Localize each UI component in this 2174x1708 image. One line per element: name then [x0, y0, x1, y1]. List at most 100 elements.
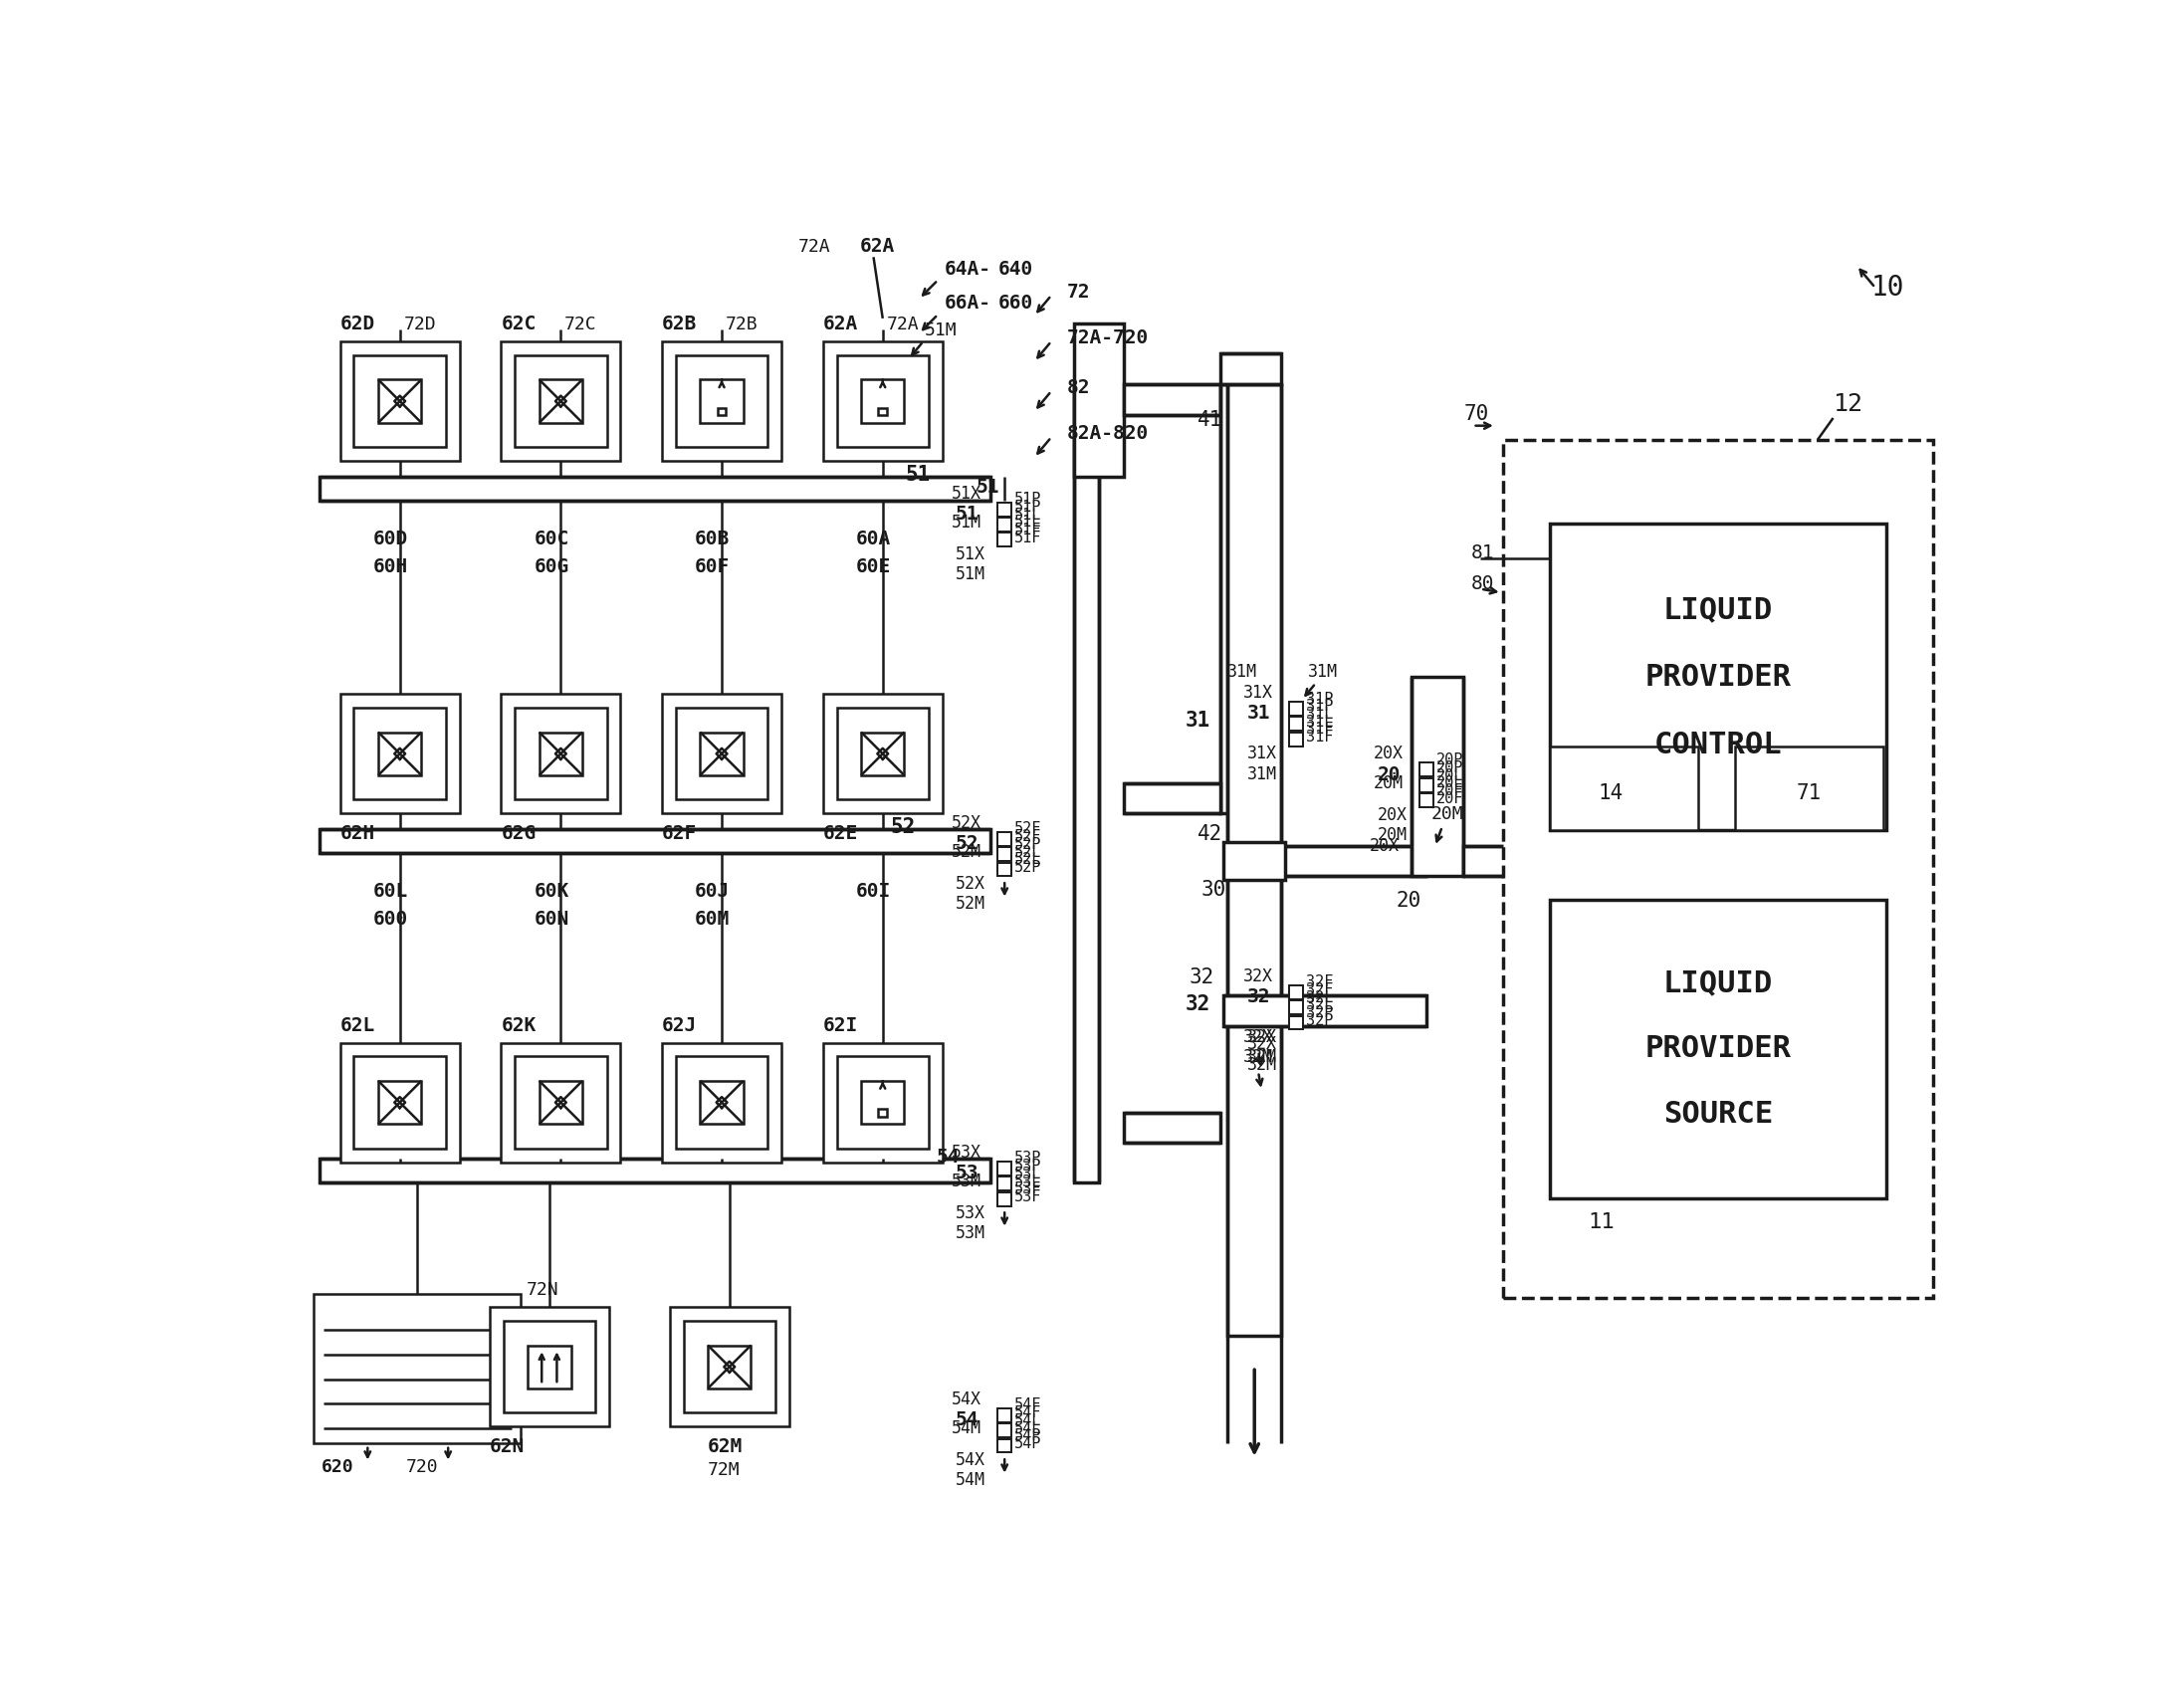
Text: 52X: 52X [957, 874, 985, 893]
Bar [700, 733, 744, 775]
Text: 54L: 54L [1015, 1421, 1041, 1436]
Text: 53F: 53F [1015, 1189, 1041, 1204]
Text: PROVIDER: PROVIDER [1646, 1035, 1791, 1062]
Text: 54P: 54P [1015, 1428, 1041, 1443]
Text: 60J: 60J [696, 881, 730, 900]
Text: 51M: 51M [957, 565, 985, 584]
Bar [1735, 746, 1883, 830]
Bar [500, 342, 620, 461]
Bar [998, 1161, 1011, 1175]
Bar [837, 355, 928, 447]
Text: 51L: 51L [1015, 516, 1041, 529]
Bar [661, 342, 780, 461]
Text: 32M: 32M [1244, 1049, 1272, 1066]
Bar [998, 847, 1011, 861]
Bar [878, 1108, 887, 1117]
Text: 53X: 53X [952, 1144, 980, 1161]
Text: 51X: 51X [952, 485, 980, 502]
Text: 60F: 60F [696, 557, 730, 576]
Text: 640: 640 [998, 260, 1033, 278]
Text: 72B: 72B [726, 316, 759, 333]
Text: 32F: 32F [1307, 975, 1333, 989]
Text: 72A: 72A [887, 316, 920, 333]
Text: 54L: 54L [1015, 1413, 1041, 1428]
Text: 20M: 20M [1374, 774, 1402, 793]
Text: 62H: 62H [339, 823, 376, 842]
Bar [998, 832, 1011, 845]
Text: 53M: 53M [952, 1173, 980, 1190]
Bar [500, 693, 620, 813]
Bar [320, 828, 989, 854]
Text: 600: 600 [374, 910, 409, 929]
Bar [1074, 384, 1098, 1184]
Text: 62E: 62E [824, 823, 859, 842]
Bar [1289, 733, 1302, 746]
Text: 53M: 53M [957, 1225, 985, 1243]
Bar [824, 693, 944, 813]
Text: 70: 70 [1463, 405, 1489, 424]
Bar [539, 1081, 583, 1124]
Text: 20F: 20F [1437, 784, 1463, 798]
Text: 60L: 60L [374, 881, 409, 900]
Text: 54F: 54F [1015, 1406, 1041, 1421]
Text: 31M: 31M [1309, 663, 1337, 681]
Text: 14: 14 [1598, 784, 1622, 803]
Text: 51: 51 [976, 478, 1000, 497]
Text: 62C: 62C [500, 314, 537, 333]
Bar [500, 1042, 620, 1161]
Text: 32: 32 [1185, 994, 1211, 1015]
Text: 64A-: 64A- [944, 260, 991, 278]
Text: 62B: 62B [661, 314, 698, 333]
Text: 20F: 20F [1437, 791, 1463, 806]
Bar [1420, 794, 1433, 808]
Text: 62D: 62D [339, 314, 376, 333]
Text: 60H: 60H [374, 557, 409, 576]
Text: 31F: 31F [1307, 729, 1333, 745]
Bar [339, 693, 459, 813]
Text: 32X: 32X [1246, 1028, 1276, 1047]
Bar [700, 379, 744, 424]
Text: 60C: 60C [535, 529, 570, 548]
Bar [1280, 845, 1426, 876]
Bar [670, 1307, 789, 1426]
Text: 620: 620 [322, 1457, 354, 1476]
Bar [1224, 842, 1285, 880]
Text: 81: 81 [1472, 543, 1496, 562]
Text: SOURCE: SOURCE [1663, 1100, 1774, 1129]
Bar [339, 342, 459, 461]
Text: 31M: 31M [1246, 765, 1276, 782]
Text: 53P: 53P [1015, 1158, 1041, 1173]
Text: 62L: 62L [339, 1016, 376, 1035]
Bar [1124, 1112, 1220, 1143]
Text: 62I: 62I [824, 1016, 859, 1035]
Bar [1074, 323, 1124, 477]
Text: LIQUID: LIQUID [1663, 968, 1774, 997]
Bar [539, 379, 583, 424]
Bar [878, 408, 887, 415]
Bar [1463, 845, 1535, 876]
Bar [683, 1320, 776, 1413]
Text: 660: 660 [998, 294, 1033, 313]
Bar [1289, 1016, 1302, 1030]
Text: 54: 54 [937, 1148, 959, 1167]
Bar [998, 1423, 1011, 1438]
Bar [998, 1177, 1011, 1190]
Bar [1411, 676, 1463, 876]
Text: 80: 80 [1472, 574, 1496, 593]
Bar [1420, 779, 1433, 793]
Text: 54X: 54X [952, 1390, 980, 1407]
Text: 52: 52 [957, 835, 978, 854]
Text: 72A-720: 72A-720 [1067, 328, 1148, 347]
Bar [700, 1081, 744, 1124]
Bar [1228, 384, 1280, 1336]
Text: 31X: 31X [1244, 683, 1272, 702]
Text: 82A-820: 82A-820 [1067, 424, 1148, 444]
Bar [320, 1158, 989, 1184]
Bar [1420, 763, 1433, 777]
Text: 53X: 53X [957, 1204, 985, 1223]
Bar [861, 1081, 904, 1124]
Text: 54P: 54P [1015, 1436, 1041, 1452]
Bar [378, 379, 422, 424]
Bar [676, 1057, 767, 1148]
Text: 62M: 62M [709, 1436, 744, 1455]
